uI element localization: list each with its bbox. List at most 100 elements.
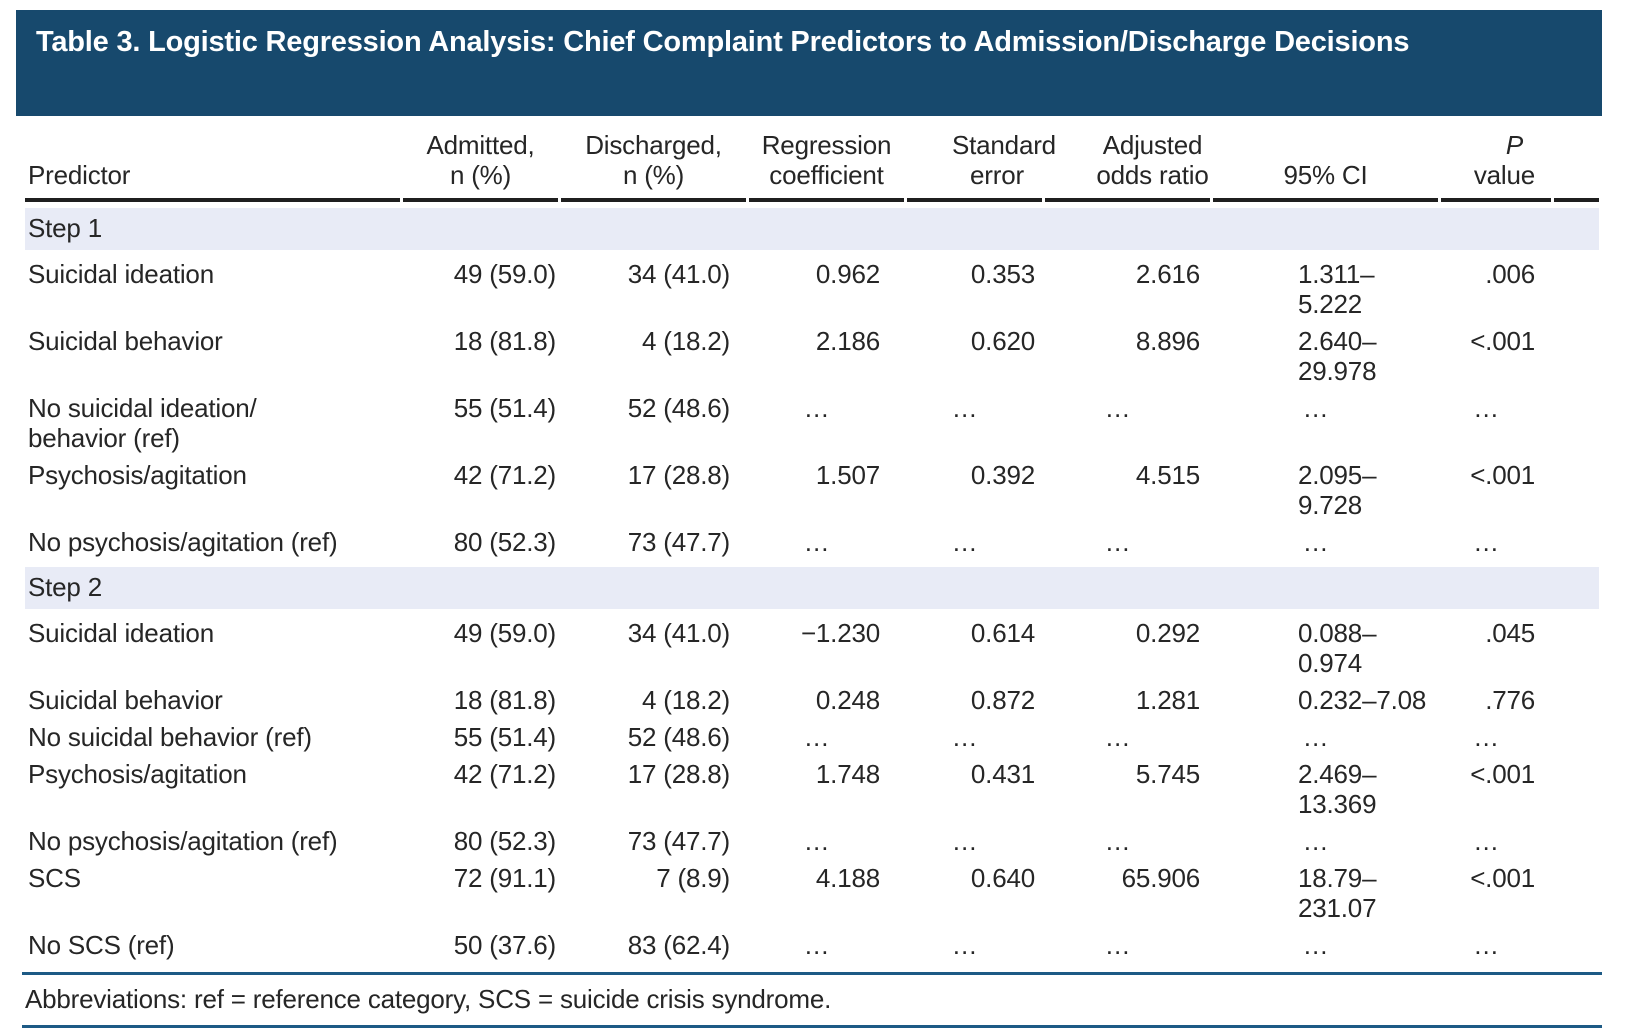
column-header-line1: Standard xyxy=(952,130,1056,160)
cell-spacer xyxy=(1554,256,1599,323)
cell-se: 0.431 xyxy=(970,759,1035,789)
cell-p: … xyxy=(1473,527,1499,557)
cell-admitted: 42 (71.2) xyxy=(453,759,556,789)
cell-spacer xyxy=(1554,390,1599,457)
column-header-admitted: Admitted, n (%) xyxy=(403,130,558,202)
cell-predictor: Suicidal ideation xyxy=(28,259,214,289)
cell-spacer xyxy=(1554,457,1599,524)
cell-se: … xyxy=(951,722,978,752)
cell-aor: … xyxy=(1104,393,1131,423)
section-cell: Step 2 xyxy=(25,561,1599,615)
table-row: No suicidal ideation/ behavior (ref) 55 (… xyxy=(25,390,1599,457)
cell-spacer xyxy=(1554,823,1599,860)
cell-ci: 2.095–9.728 xyxy=(1298,460,1377,520)
table-title-bar: Table 3. Logistic Regression Analysis: C… xyxy=(16,10,1602,116)
table-title: Table 3. Logistic Regression Analysis: C… xyxy=(36,26,1410,58)
cell-spacer xyxy=(1554,323,1599,390)
section-row: Step 1 xyxy=(25,202,1599,256)
cell-ci: 0.088–0.974 xyxy=(1298,618,1377,678)
cell-ci: … xyxy=(1302,527,1329,557)
cell-coef: … xyxy=(803,393,830,423)
cell-p: <.001 xyxy=(1470,460,1535,490)
cell-se: 0.614 xyxy=(970,618,1035,648)
cell-se: … xyxy=(951,826,978,856)
cell-ci: 18.79–231.07 xyxy=(1298,863,1377,923)
cell-coef: … xyxy=(803,722,830,752)
section-label: Step 2 xyxy=(25,567,1599,609)
column-header-line2: n (%) xyxy=(622,160,685,190)
cell-admitted: 49 (59.0) xyxy=(453,618,556,648)
column-header-line2: n (%) xyxy=(449,160,512,190)
cell-admitted: 49 (59.0) xyxy=(453,259,556,289)
cell-p: … xyxy=(1473,393,1499,423)
page: Table 3. Logistic Regression Analysis: C… xyxy=(16,10,1602,1028)
table-row: No psychosis/agitation (ref) 80 (52.3) 73 … xyxy=(25,823,1599,860)
cell-ci: … xyxy=(1302,722,1329,752)
cell-spacer xyxy=(1554,756,1599,823)
cell-admitted: 42 (71.2) xyxy=(453,460,556,490)
cell-ci: … xyxy=(1302,930,1329,960)
cell-p: … xyxy=(1473,722,1499,752)
cell-ci: … xyxy=(1302,826,1329,856)
table-body: Step 1 Suicidal ideation 49 (59.0) 34 (41.0… xyxy=(25,202,1599,964)
cell-se: 0.640 xyxy=(970,863,1035,893)
cell-predictor: SCS xyxy=(28,863,81,893)
column-header-line1: P xyxy=(1505,130,1523,160)
column-header-line2: Predictor xyxy=(28,160,131,190)
column-header-line2: odds ratio xyxy=(1096,160,1209,190)
cell-spacer xyxy=(1554,682,1599,719)
cell-admitted: 18 (81.8) xyxy=(453,685,556,715)
column-header-line1: Admitted, xyxy=(426,130,535,160)
cell-aor: 4.515 xyxy=(1135,460,1200,490)
cell-admitted: 72 (91.1) xyxy=(453,863,556,893)
cell-discharged: 52 (48.6) xyxy=(627,393,730,423)
table-row: Psychosis/agitation 42 (71.2) 17 (28.8) 1.5… xyxy=(25,457,1599,524)
cell-se: 0.620 xyxy=(970,326,1035,356)
cell-p: <.001 xyxy=(1470,326,1535,356)
cell-coef: 1.748 xyxy=(815,759,880,789)
section-row: Step 2 xyxy=(25,561,1599,615)
cell-discharged: 73 (47.7) xyxy=(627,527,730,557)
column-header-spacer xyxy=(1554,130,1599,202)
table-header-row: Predictor Admitted, n (%) Discharged, n (%) R… xyxy=(25,130,1599,202)
table-footnote-block: Abbreviations: ref = reference category,… xyxy=(22,972,1602,1028)
cell-predictor: Suicidal ideation xyxy=(28,618,214,648)
table-row: Psychosis/agitation 42 (71.2) 17 (28.8) 1.7… xyxy=(25,756,1599,823)
section-cell: Step 1 xyxy=(25,202,1599,256)
cell-aor: 0.292 xyxy=(1135,618,1200,648)
section-label: Step 1 xyxy=(25,208,1599,250)
column-header-ci: 95% CI xyxy=(1213,130,1438,202)
cell-admitted: 80 (52.3) xyxy=(453,527,556,557)
cell-predictor: Psychosis/agitation xyxy=(28,460,247,490)
cell-aor: 1.281 xyxy=(1135,685,1200,715)
cell-ci: … xyxy=(1302,393,1329,423)
table-footnote: Abbreviations: ref = reference category,… xyxy=(25,984,832,1014)
regression-table: Predictor Admitted, n (%) Discharged, n (%) R… xyxy=(22,130,1602,964)
cell-predictor: No psychosis/agitation (ref) xyxy=(28,527,338,557)
cell-coef: 2.186 xyxy=(815,326,880,356)
cell-predictor: No suicidal behavior (ref) xyxy=(28,722,312,752)
column-header-line1: Regression xyxy=(761,130,892,160)
cell-coef: 0.248 xyxy=(815,685,880,715)
cell-discharged: 17 (28.8) xyxy=(627,460,730,490)
cell-discharged: 73 (47.7) xyxy=(627,826,730,856)
cell-p: … xyxy=(1473,826,1499,856)
cell-discharged: 52 (48.6) xyxy=(627,722,730,752)
cell-discharged: 34 (41.0) xyxy=(627,618,730,648)
cell-admitted: 55 (51.4) xyxy=(453,722,556,752)
cell-spacer xyxy=(1554,719,1599,756)
table-row: Suicidal behavior 18 (81.8) 4 (18.2) 0.248 0… xyxy=(25,682,1599,719)
cell-aor: … xyxy=(1104,826,1131,856)
cell-ci: 1.311–5.222 xyxy=(1298,259,1375,319)
cell-ci: 2.469–13.369 xyxy=(1298,759,1377,819)
cell-discharged: 7 (8.9) xyxy=(656,863,730,893)
cell-admitted: 55 (51.4) xyxy=(453,393,556,423)
cell-aor: 8.896 xyxy=(1135,326,1200,356)
column-header-aor: Adjusted odds ratio xyxy=(1045,130,1210,202)
cell-aor: … xyxy=(1104,930,1131,960)
cell-se: … xyxy=(951,930,978,960)
cell-p: .006 xyxy=(1485,259,1535,289)
cell-predictor: Suicidal behavior xyxy=(28,685,223,715)
cell-coef: … xyxy=(803,826,830,856)
cell-coef: −1.230 xyxy=(800,618,880,648)
